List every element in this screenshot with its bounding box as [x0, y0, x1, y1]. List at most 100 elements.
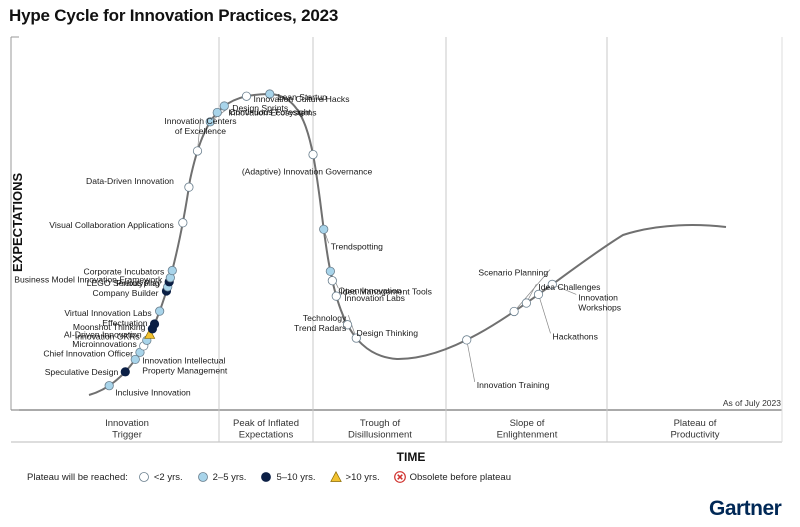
point-trendspotting [319, 224, 329, 234]
point-data-driven-innovation [184, 182, 194, 192]
label-innovation-okrs: Innovation OKRs [75, 331, 140, 341]
phase-labels: Innovation Trigger Peak of Inflated Expecta… [105, 418, 720, 441]
leader-line [466, 339, 476, 382]
legend-item-lt2: <2 yrs. [138, 471, 183, 483]
label-innovation-workshops: Innovation Workshops [578, 292, 621, 312]
point-design-sprints [219, 101, 229, 111]
point-hackathons [533, 289, 544, 299]
point-innovation-culture-hacks [241, 91, 252, 101]
legend-label: 5–10 yrs. [276, 471, 316, 483]
label-lean-startup: Lean Startup [278, 92, 327, 102]
point-visual-collaboration-applications [178, 218, 188, 228]
label-leaders [197, 108, 577, 382]
point-innovation-labs [331, 291, 341, 301]
chart-frame [10, 36, 783, 443]
label-business-model-innovation-framework: Business Model Innovation Framework [14, 275, 163, 285]
label-visual-collaboration-applications: Visual Collaboration Applications [49, 220, 174, 230]
label-hackathons: Hackathons [553, 331, 598, 341]
label-virtual-innovation-labs: Virtual Innovation Labs [64, 308, 151, 318]
label-design-sprints: Design Sprints [232, 103, 288, 113]
label-moonshot-thinking: Moonshot Thinking [73, 322, 146, 332]
obsolete-x-icon [393, 471, 406, 483]
point-effectuation [149, 319, 160, 329]
y-axis-label: EXPECTATIONS [10, 172, 25, 272]
label-innovation-culture-hacks: Innovation Culture Hacks [253, 94, 349, 104]
label-data-driven-innovation: Data-Driven Innovation [86, 176, 174, 186]
legend-item-y5to10: 5–10 yrs. [260, 471, 316, 483]
label-innovation-training: Innovation Training [477, 380, 550, 390]
label-chief-innovation-officer: Chief Innovation Officer [43, 348, 133, 358]
phase-label: Slope of Enlightenment [497, 418, 558, 441]
legend-label: 2–5 yrs. [212, 471, 247, 483]
point-technology-trend-radars [351, 333, 361, 343]
point-idea-management-tools [325, 266, 335, 276]
label-adaptive-innovation-governance: (Adaptive) Innovation Governance [242, 167, 373, 177]
point-virtual-innovation-labs [155, 306, 165, 316]
label-innovation-ecosystems: Innovation Ecosystems [228, 107, 316, 117]
label-innovation-centers-of-excellence: Innovation Centers of Excellence [164, 116, 236, 136]
legend-marker-icon [329, 471, 342, 482]
point-open-innovation [327, 276, 337, 286]
label-innovation-intellectual-property-management: Innovation Intellectual Property Manageme… [142, 355, 228, 375]
point-lean-startup [265, 89, 275, 99]
as-of-note: As of July 2023 [723, 398, 781, 408]
tech-labels: Inclusive Innovation Speculative Design In… [14, 92, 621, 398]
point-design-thinking [342, 320, 353, 330]
page-title: Hype Cycle for Innovation Practices, 202… [9, 6, 339, 25]
phase-label: Trough of Disillusionment [348, 418, 412, 441]
point-innovation-ecosystems [212, 107, 222, 118]
label-microinnovations: Microinnovations [72, 339, 136, 349]
point-innovation-intellectual-property-management [130, 354, 140, 365]
label-speculative-design: Speculative Design [45, 367, 119, 377]
phase-label: Innovation Trigger [105, 418, 149, 441]
label-corporate-incubators: Corporate Incubators [84, 267, 165, 277]
phase-label: Plateau of Productivity [670, 418, 719, 441]
label-pretotyping: Pretotyping [116, 278, 160, 288]
phase-label: Peak of Inflated Expectations [233, 418, 299, 441]
label-lego-serious-play: LEGO Serious Play [87, 278, 162, 288]
legend: Plateau will be reached: <2 yrs. 2–5 yrs.… [27, 471, 525, 483]
gartner-logo: Gartner [709, 497, 782, 520]
label-effectuation: Effectuation [102, 318, 147, 328]
leader-line [197, 117, 201, 151]
legend-item-obsolete: Obsolete before plateau [393, 471, 511, 483]
legend-marker-icon [138, 472, 149, 482]
point-innovation-training [462, 335, 472, 345]
legend-label: <2 yrs. [153, 471, 183, 483]
x-axis-label: TIME [397, 450, 426, 464]
legend-marker-icon [197, 472, 208, 482]
point-inclusive-innovation [104, 381, 114, 391]
legend-marker-icon [261, 472, 272, 482]
label-open-innovation: Open Innovation [338, 286, 401, 296]
point-corporate-incubators [167, 265, 177, 276]
legend-label: >10 yrs. [345, 471, 380, 483]
tech-points [104, 89, 557, 391]
leader-line [538, 294, 551, 334]
hype-curve [88, 92, 727, 396]
point-scenario-planning [509, 306, 519, 317]
label-inclusive-innovation: Inclusive Innovation [115, 388, 191, 398]
leader-line [513, 269, 551, 312]
legend-item-gt10: >10 yrs. [329, 471, 380, 483]
label-technology-trend-radars: Technology Trend Radars [294, 313, 347, 333]
point-adaptive-innovation-governance [308, 149, 318, 160]
label-trendspotting: Trendspotting [331, 241, 383, 251]
label-company-builder: Company Builder [93, 288, 159, 298]
label-innovation-labs: Innovation Labs [344, 293, 405, 303]
label-scenario-planning: Scenario Planning [478, 267, 548, 277]
legend-item-y2to5: 2–5 yrs. [197, 471, 247, 483]
label-continuous-foresight: Continuous Foresight [229, 107, 311, 117]
point-speculative-design [120, 367, 130, 377]
label-ai-driven-innovation: AI-Driven Innovation [64, 330, 142, 340]
legend-lead: Plateau will be reached: [27, 471, 128, 483]
point-innovation-centers-of-excellence [192, 146, 203, 156]
point-innovation-workshops [547, 279, 557, 289]
point-continuous-foresight [205, 117, 215, 127]
point-idea-challenges [521, 298, 531, 308]
point-ai-driven-innovation [144, 328, 156, 339]
label-idea-challenges: Idea Challenges [538, 282, 600, 292]
label-design-thinking: Design Thinking [357, 328, 419, 338]
label-idea-management-tools: Idea Management Tools [340, 286, 432, 296]
legend-label: Obsolete before plateau [409, 471, 511, 483]
